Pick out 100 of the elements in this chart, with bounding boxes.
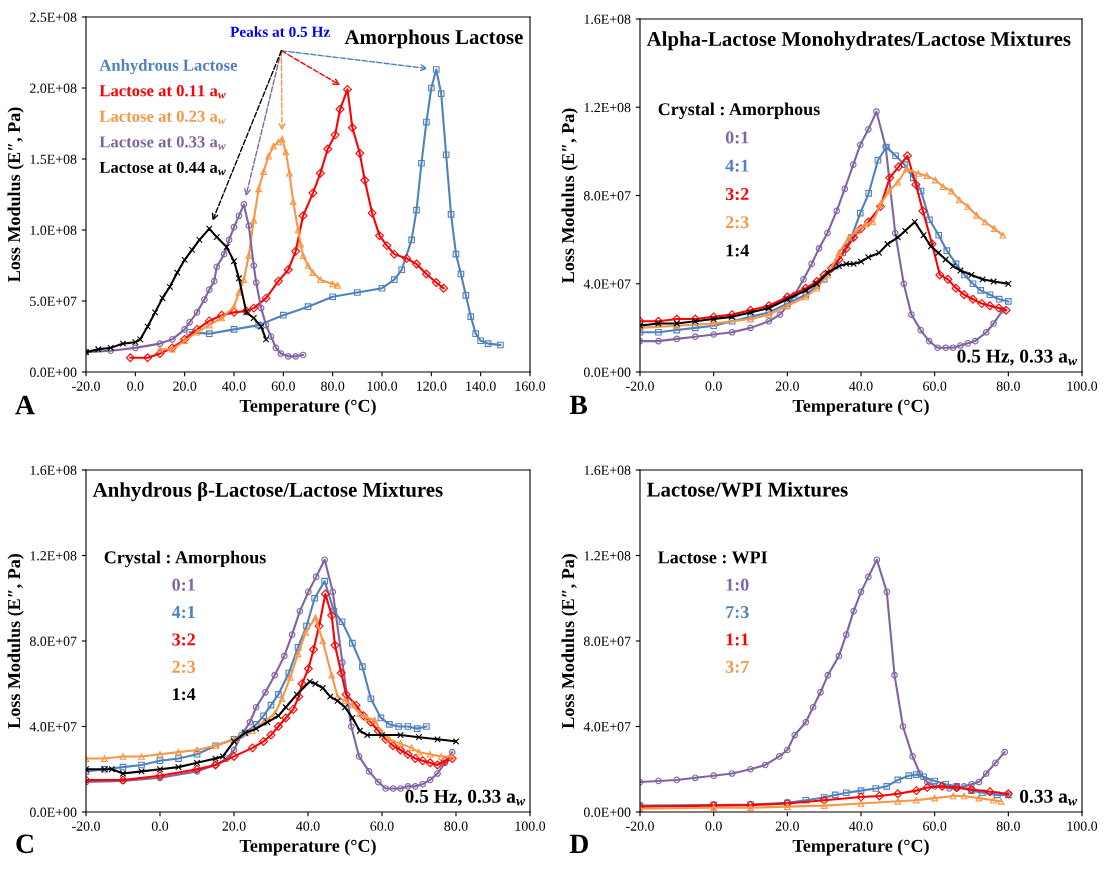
- point: [389, 785, 397, 792]
- point: [885, 187, 893, 195]
- point: [902, 165, 910, 173]
- point: [820, 802, 828, 809]
- y-axis-title: Loss Modulus (E″, Pa): [7, 107, 24, 282]
- point: [956, 196, 963, 204]
- y-tick-label: 0.0E+00: [583, 367, 631, 378]
- x-tick-label: 80.0: [996, 381, 1020, 391]
- point: [156, 340, 164, 347]
- point: [775, 753, 783, 760]
- point: [299, 252, 307, 259]
- point: [321, 577, 328, 585]
- x-tick-label: -20.0: [626, 821, 654, 831]
- point: [968, 294, 978, 304]
- point: [849, 232, 859, 242]
- point: [817, 688, 824, 696]
- point: [317, 276, 324, 284]
- point: [949, 344, 957, 352]
- x-tick-label: 0.0: [705, 821, 722, 831]
- point: [245, 222, 253, 230]
- point: [397, 785, 404, 792]
- point: [175, 763, 182, 771]
- y-tick-label: 8.0E+07: [29, 636, 77, 647]
- x-tick-label: 120.0: [416, 381, 447, 391]
- point: [273, 276, 283, 286]
- line-series: [86, 577, 430, 775]
- text: D: [569, 834, 588, 853]
- point: [931, 794, 938, 802]
- point: [302, 629, 310, 636]
- point: [655, 777, 662, 785]
- point: [349, 639, 356, 647]
- point: [389, 249, 399, 259]
- point: [260, 712, 267, 720]
- point: [273, 722, 283, 731]
- point: [746, 305, 755, 315]
- point: [894, 234, 902, 241]
- point: [309, 269, 317, 276]
- point: [240, 276, 248, 284]
- point: [395, 723, 402, 730]
- point: [349, 714, 356, 722]
- point: [363, 731, 371, 739]
- point: [230, 223, 238, 231]
- point: [119, 753, 127, 760]
- point: [315, 168, 325, 178]
- point: [266, 730, 276, 740]
- point: [329, 588, 337, 596]
- point: [419, 780, 427, 788]
- point: [101, 755, 108, 762]
- point: [249, 303, 259, 313]
- point: [342, 84, 352, 94]
- point: [452, 738, 460, 745]
- point: [304, 262, 312, 269]
- point: [408, 236, 415, 244]
- text: 3:7: [725, 660, 749, 673]
- x-tick-label: 0.0: [127, 381, 144, 391]
- point: [293, 691, 301, 698]
- y-tick-label: 4.0E+07: [583, 279, 631, 289]
- text: 1:4: [726, 244, 749, 257]
- point: [949, 792, 957, 800]
- point: [827, 263, 837, 273]
- point: [252, 279, 260, 286]
- point: [386, 735, 393, 743]
- point: [856, 141, 864, 149]
- point: [359, 663, 366, 670]
- point: [330, 607, 338, 615]
- point: [418, 756, 428, 766]
- point: [986, 291, 994, 299]
- point: [994, 303, 1004, 313]
- point: [902, 151, 912, 161]
- point: [261, 293, 271, 303]
- point: [125, 353, 135, 363]
- point: [175, 755, 182, 762]
- point: [347, 123, 357, 133]
- x-tick-label: 20.0: [173, 381, 197, 391]
- point: [338, 618, 346, 626]
- point: [410, 754, 420, 764]
- point: [327, 610, 337, 620]
- point: [235, 289, 243, 296]
- point: [747, 765, 754, 773]
- point: [894, 162, 904, 172]
- point: [374, 778, 382, 786]
- point: [403, 749, 413, 759]
- text: 1:1: [726, 633, 749, 646]
- point: [824, 229, 831, 237]
- point: [862, 220, 869, 228]
- point: [653, 316, 663, 326]
- point: [442, 151, 450, 159]
- point: [319, 684, 327, 692]
- point: [396, 745, 405, 755]
- point: [710, 772, 717, 779]
- point: [308, 188, 318, 198]
- point: [159, 294, 166, 302]
- point: [985, 787, 995, 797]
- y-tick-label: 2.5E+08: [30, 12, 77, 23]
- point: [765, 317, 773, 325]
- point: [382, 241, 392, 251]
- point: [833, 207, 841, 215]
- point: [248, 743, 257, 753]
- point: [193, 309, 201, 316]
- legend-title: Lactose : WPI: [657, 551, 768, 564]
